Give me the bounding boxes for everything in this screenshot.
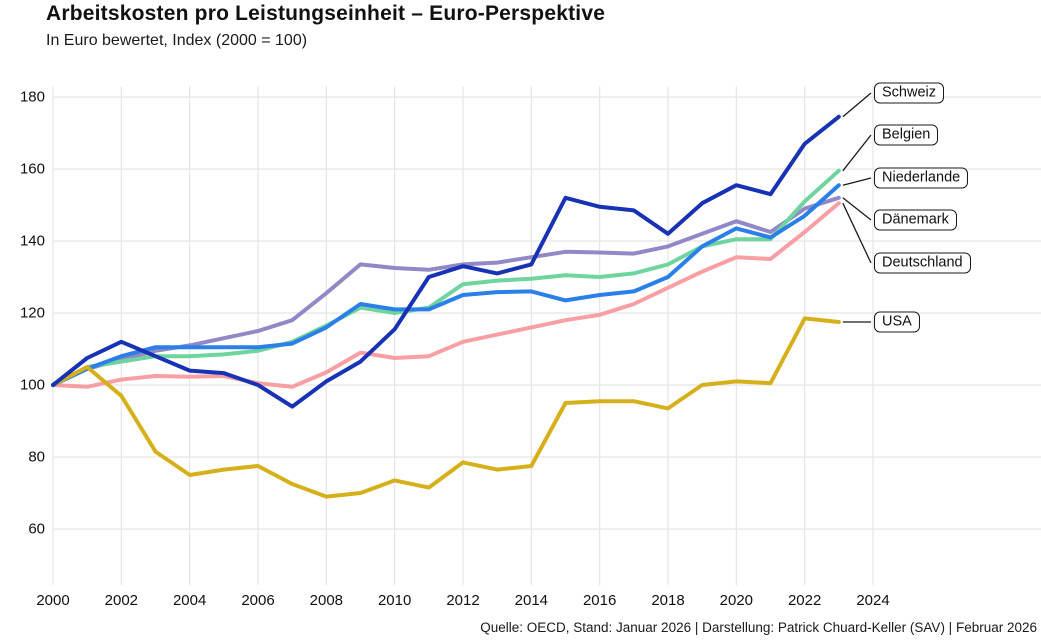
x-tick-label-2024: 2024: [856, 592, 890, 609]
x-tick-label-2014: 2014: [514, 592, 549, 609]
y-tick-label-180: 180: [19, 88, 45, 106]
series-label-dänemark: Dänemark: [874, 209, 957, 231]
chart-subtitle: In Euro bewertet, Index (2000 = 100): [46, 32, 308, 49]
y-tick-label-60: 60: [28, 520, 45, 538]
series-line-belgien: [51, 168, 841, 387]
series-label-deutschland: Deutschland: [874, 252, 971, 274]
source-footer: Quelle: OECD, Stand: Januar 2026 | Darst…: [480, 620, 1037, 635]
series-line-niederlande: [51, 183, 841, 387]
x-tick-label-2012: 2012: [446, 592, 480, 609]
x-tick-label-2000: 2000: [36, 592, 70, 609]
x-tick-label-2004: 2004: [172, 592, 207, 609]
y-tick-label-120: 120: [19, 304, 45, 322]
label-connector-niederlande: [842, 177, 872, 186]
label-connector-belgien: [842, 134, 872, 172]
series-label-schweiz: Schweiz: [874, 82, 944, 104]
series-label-usa: USA: [874, 311, 920, 333]
y-tick-label-80: 80: [28, 448, 45, 466]
y-tick-label-140: 140: [19, 232, 45, 250]
series-label-belgien: Belgien: [874, 124, 939, 146]
series-line-deutschland: [51, 201, 841, 389]
x-tick-label-2006: 2006: [241, 592, 275, 609]
x-tick-label-2008: 2008: [309, 592, 344, 609]
label-connector-dänemark: [842, 197, 872, 221]
chart-title: Arbeitskosten pro Leistungseinheit – Eur…: [46, 2, 606, 25]
x-tick-label-2020: 2020: [719, 592, 754, 609]
x-tick-label-2022: 2022: [787, 592, 822, 609]
x-tick-label-2016: 2016: [582, 592, 617, 609]
series-line-schweiz: [51, 114, 841, 409]
x-tick-label-2018: 2018: [651, 592, 685, 609]
y-tick-label-100: 100: [19, 376, 45, 394]
x-tick-label-2010: 2010: [377, 592, 412, 609]
label-connector-deutschland: [842, 202, 872, 264]
y-tick-label-160: 160: [19, 160, 45, 178]
series-label-niederlande: Niederlande: [874, 167, 969, 189]
x-tick-label-2002: 2002: [104, 592, 139, 609]
label-connector-schweiz: [842, 92, 872, 118]
series-line-usa: [51, 316, 841, 499]
